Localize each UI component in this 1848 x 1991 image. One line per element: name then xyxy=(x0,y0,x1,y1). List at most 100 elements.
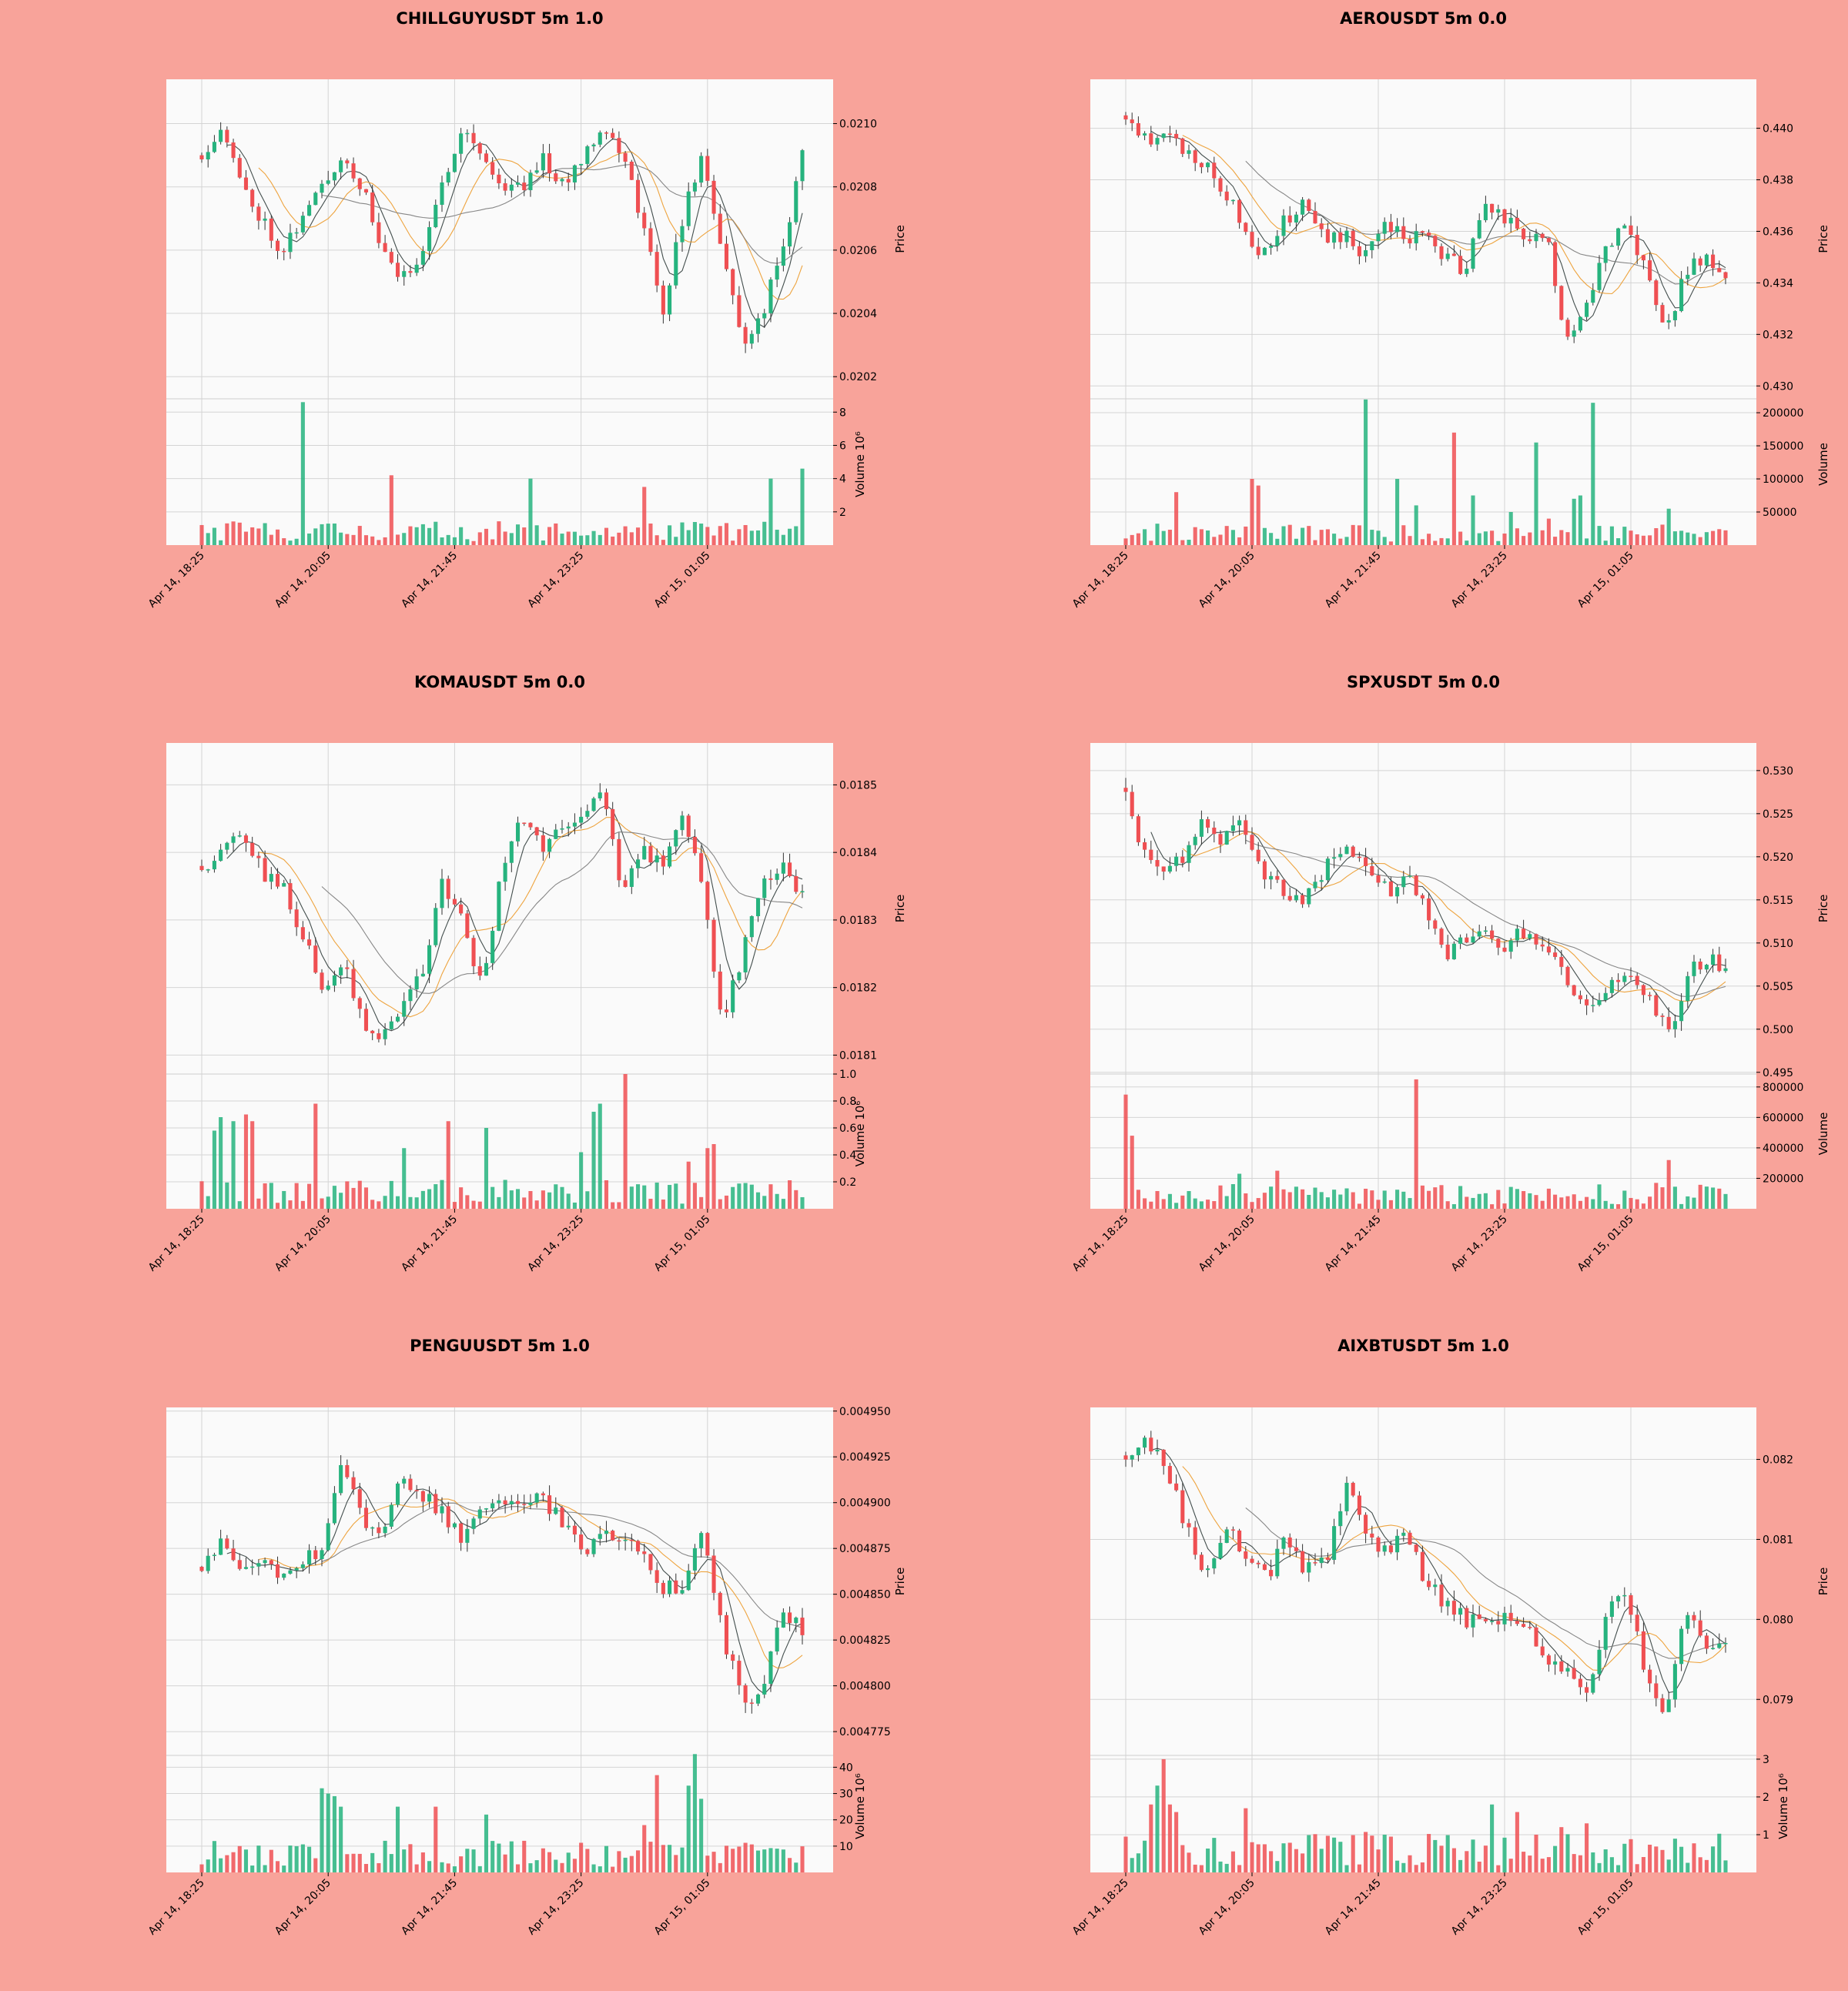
volume-bar xyxy=(1534,1195,1538,1209)
volume-bar xyxy=(566,1852,571,1872)
candle-body xyxy=(243,177,249,190)
volume-bar xyxy=(642,1185,647,1209)
candle-body xyxy=(1660,1016,1665,1017)
candle-body xyxy=(1395,1535,1400,1553)
volume-bar xyxy=(1565,1834,1570,1872)
chart-title: AIXBTUSDT 5m 1.0 xyxy=(1337,1337,1509,1355)
candle-body xyxy=(1458,1608,1463,1615)
candle-body xyxy=(1572,1668,1576,1679)
candle-body xyxy=(351,1477,356,1490)
volume-tick-label: 400000 xyxy=(1763,1143,1803,1155)
volume-bar xyxy=(250,1866,255,1872)
volume-bar xyxy=(256,1845,261,1872)
volume-bar xyxy=(1319,1192,1324,1209)
candle-body xyxy=(1275,236,1280,246)
volume-bar xyxy=(1319,1849,1324,1872)
volume-bar xyxy=(1515,528,1519,545)
volume-bar xyxy=(528,1863,533,1872)
candle-body xyxy=(256,1563,261,1567)
candle-body xyxy=(1572,985,1576,996)
volume-bar xyxy=(446,1121,450,1209)
volume-bar xyxy=(1395,479,1400,545)
volume-bar xyxy=(648,1842,653,1872)
chart-panel-5: AIXBTUSDT 5m 1.0 Apr 14, 18:25 Apr 14, 20:… xyxy=(1070,1337,1830,1937)
volume-bar xyxy=(370,1200,375,1209)
volume-bar xyxy=(1578,1200,1582,1209)
price-tick-label: 0.438 xyxy=(1763,175,1793,187)
volume-bar xyxy=(243,1114,249,1209)
volume-bar xyxy=(1224,526,1229,545)
candle-body xyxy=(598,132,602,145)
candle-body xyxy=(1522,929,1526,939)
candle-body xyxy=(1123,1455,1128,1460)
volume-bar xyxy=(1502,533,1507,545)
volume-bar xyxy=(541,1848,545,1872)
volume-bar xyxy=(459,1187,464,1209)
price-tick-label: 0.0183 xyxy=(839,915,877,927)
volume-bar xyxy=(1319,530,1324,545)
volume-bar xyxy=(1445,538,1450,545)
volume-bar xyxy=(1477,1193,1481,1209)
candle-body xyxy=(781,1612,785,1628)
volume-bar xyxy=(294,538,299,545)
price-tick-label: 0.432 xyxy=(1763,329,1793,341)
price-tick-label: 0.0206 xyxy=(839,245,877,257)
candle-body xyxy=(1338,1511,1343,1527)
candle-body xyxy=(275,874,280,887)
candle-body xyxy=(250,1566,255,1568)
volume-bar xyxy=(440,1180,444,1209)
volume-bar xyxy=(1465,1196,1469,1209)
volume-bar xyxy=(1376,1849,1381,1872)
volume-bar xyxy=(629,1186,634,1209)
candle-body xyxy=(1408,875,1412,877)
plot-area xyxy=(1090,743,1756,1209)
volume-tick-label: 30 xyxy=(839,1789,853,1801)
candle-body xyxy=(497,1500,501,1504)
volume-bar xyxy=(414,1864,419,1872)
volume-bar xyxy=(642,1825,647,1872)
candle-body xyxy=(724,1615,729,1655)
candle-body xyxy=(515,822,521,842)
candle-body xyxy=(339,967,343,975)
volume-bar xyxy=(674,1855,678,1872)
volume-bar xyxy=(585,1191,590,1209)
volume-bar xyxy=(1244,1808,1248,1872)
volume-bar xyxy=(1490,1204,1495,1209)
candle-body xyxy=(434,908,438,945)
candle-body xyxy=(503,1500,507,1505)
candle-body xyxy=(617,838,621,881)
candle-body xyxy=(680,226,685,243)
volume-bar xyxy=(749,1844,754,1872)
candle-body xyxy=(345,1464,350,1477)
volume-bar xyxy=(206,1196,210,1209)
candle-body xyxy=(446,878,450,899)
volume-bar xyxy=(743,524,748,545)
candle-body xyxy=(1180,1490,1185,1524)
volume-bar xyxy=(1698,1184,1702,1209)
x-tick-label: Apr 14, 23:25 xyxy=(1449,1213,1510,1274)
candle-body xyxy=(420,973,425,977)
volume-bar xyxy=(1149,540,1153,545)
price-axis-label: Price xyxy=(1816,1568,1830,1596)
candle-body xyxy=(1376,233,1381,242)
candle-body xyxy=(339,160,343,172)
candle-body xyxy=(1704,254,1709,266)
candle-body xyxy=(1287,215,1292,223)
candle-body xyxy=(326,985,330,990)
volume-bar xyxy=(692,1183,697,1209)
candle-body xyxy=(541,1493,545,1496)
chart-title: AEROUSDT 5m 0.0 xyxy=(1340,9,1507,28)
volume-bar xyxy=(1528,1855,1532,1872)
candle-body xyxy=(1660,1698,1665,1712)
candle-body xyxy=(718,971,722,1010)
volume-bar xyxy=(1301,527,1305,545)
candle-body xyxy=(206,1555,210,1571)
volume-bar xyxy=(1723,530,1728,545)
volume-bar xyxy=(1161,1199,1166,1209)
candle-body xyxy=(1301,895,1305,905)
volume-bar xyxy=(1237,537,1242,545)
volume-bar xyxy=(737,1846,742,1872)
candle-body xyxy=(509,1501,514,1505)
chart-panel-0: CHILLGUYUSDT 5m 1.0 Apr 14, 18:25 Apr 14, … xyxy=(146,9,907,610)
candle-body xyxy=(1123,115,1128,120)
